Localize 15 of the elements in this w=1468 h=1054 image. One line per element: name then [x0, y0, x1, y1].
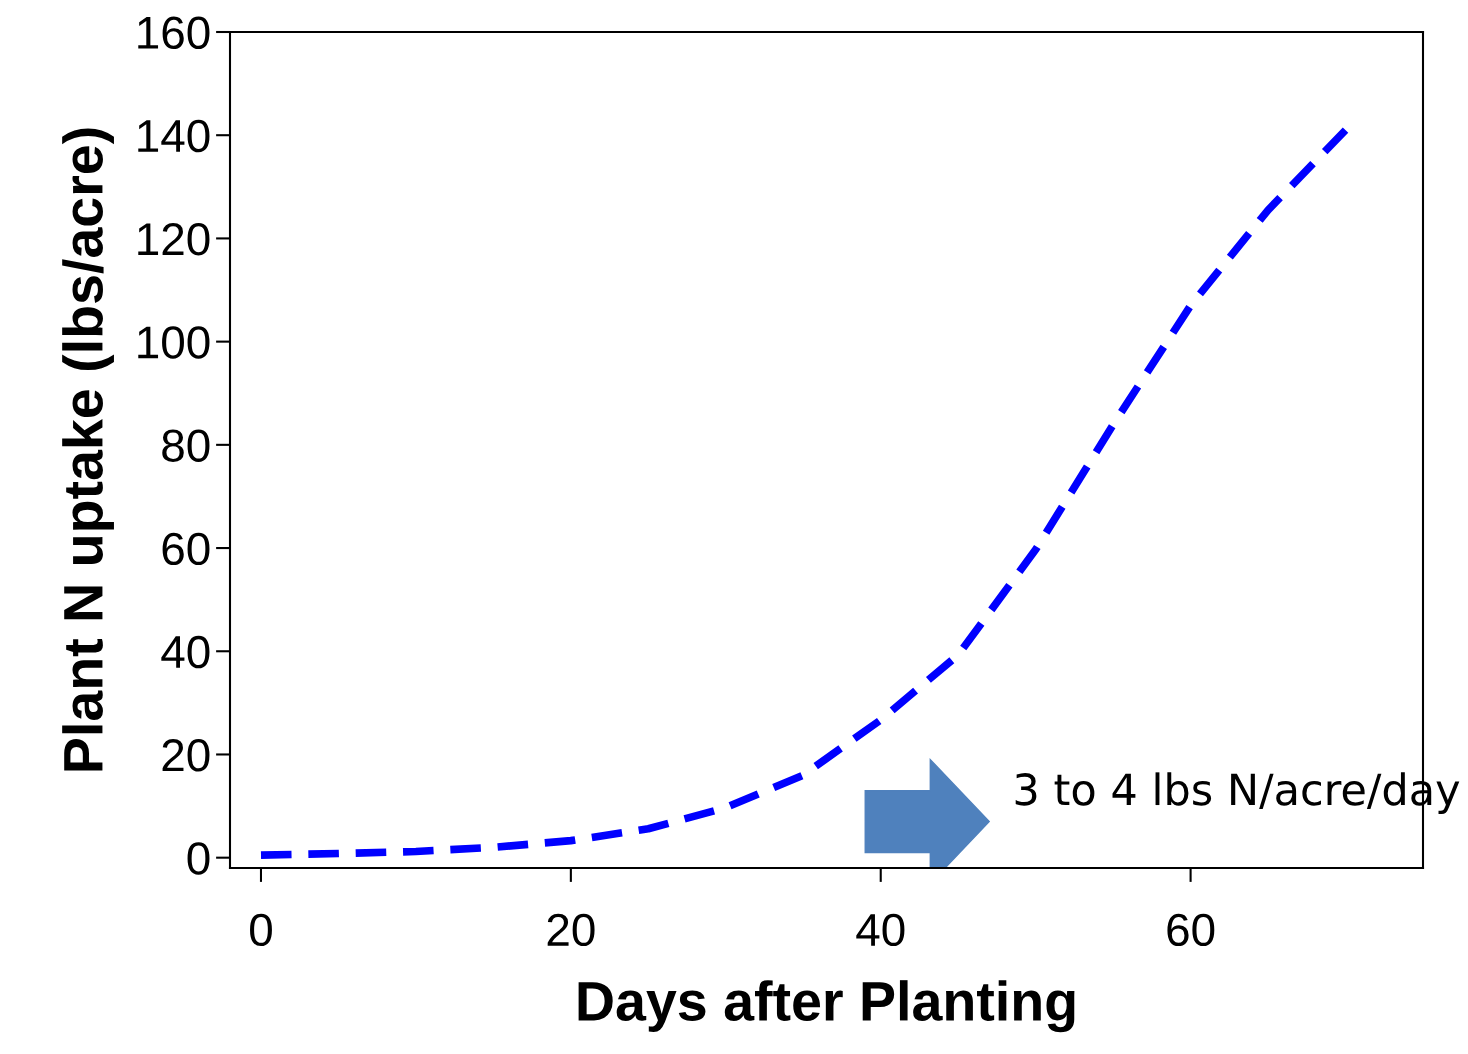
x-axis-title: Days after Planting	[578, 980, 1075, 1033]
y-tick-label: 20	[162, 739, 210, 772]
y-tick-label: 0	[187, 842, 210, 875]
x-tick-label: 20	[547, 913, 595, 947]
y-tick-label: 120	[138, 223, 210, 256]
x-tick-label: 0	[250, 913, 272, 947]
y-tick-label: 40	[161, 635, 210, 669]
x-tick-label: 60	[1167, 913, 1215, 947]
y-tick-label: 100	[138, 326, 210, 359]
y-axis-title: Plant N uptake (lbs/acre)	[62, 128, 114, 771]
x-tick-label: 40	[856, 913, 905, 947]
y-tick-label: 60	[162, 532, 210, 566]
y-tick-label: 80	[162, 429, 210, 462]
y-tick-label: 160	[138, 16, 210, 50]
y-tick-label: 140	[138, 119, 210, 153]
